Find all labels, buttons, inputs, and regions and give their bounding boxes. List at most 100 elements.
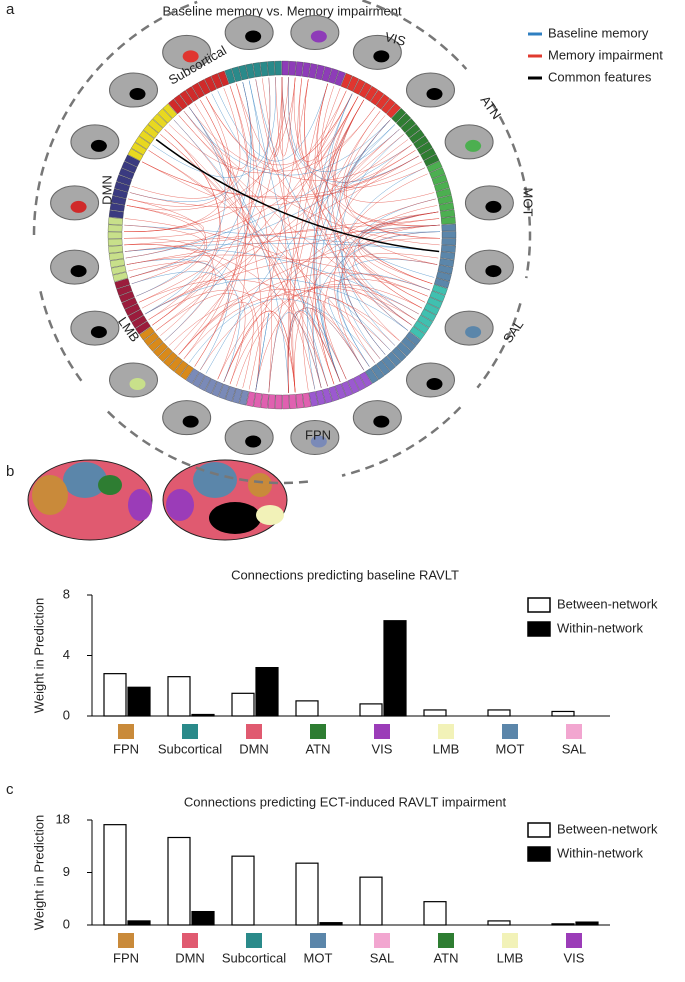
x-tick-label: MOT	[304, 950, 333, 965]
chord	[131, 88, 241, 199]
ring-segment	[295, 393, 304, 409]
ring-segment	[131, 142, 147, 156]
ring-segment	[409, 326, 426, 340]
ring-segment	[341, 381, 353, 397]
ring-segment	[401, 336, 417, 352]
ring-segment	[163, 351, 178, 367]
ring-segment	[396, 113, 412, 128]
chord	[124, 244, 260, 391]
ring-segment	[334, 383, 347, 400]
bar	[295, 862, 319, 926]
ring-segment	[108, 217, 123, 226]
brain-region	[310, 435, 327, 448]
chord	[313, 99, 365, 385]
y-tick-label: 0	[63, 707, 70, 722]
ring-segment	[315, 64, 325, 81]
ring-segment	[211, 73, 223, 89]
chord	[160, 134, 322, 389]
ring-segment	[346, 75, 360, 92]
ring-segment	[245, 63, 255, 79]
ring-segment	[301, 62, 311, 78]
network-arc	[105, 409, 309, 485]
chord	[183, 111, 365, 371]
category-swatch	[438, 724, 454, 739]
chord	[126, 259, 229, 371]
ring-segment	[321, 66, 332, 82]
ring-segment	[143, 124, 159, 139]
chord	[178, 272, 431, 355]
ring-segment	[114, 278, 130, 289]
ring-segment	[109, 258, 125, 268]
ring-segment	[162, 103, 178, 119]
chord	[223, 211, 439, 382]
ring-segment	[396, 341, 412, 357]
network-arc	[476, 303, 522, 389]
brain-region	[310, 30, 327, 43]
legend-swatch	[527, 621, 551, 637]
chord	[124, 211, 439, 252]
ring-segment	[112, 271, 129, 282]
chord	[332, 99, 412, 326]
chord	[148, 289, 296, 393]
ring-segment	[274, 60, 282, 76]
ring-segment	[386, 103, 401, 119]
brain-region	[373, 50, 390, 63]
ring-segment	[308, 63, 318, 79]
chord-common	[155, 138, 440, 253]
ring-segment	[118, 291, 135, 303]
chord	[336, 273, 431, 367]
chord	[178, 115, 416, 320]
bar	[551, 923, 575, 926]
chord	[131, 271, 241, 382]
ring-segment	[231, 66, 242, 82]
ring-segment	[224, 68, 236, 85]
ring-segment	[267, 394, 276, 409]
ring-segment	[168, 98, 183, 115]
ring-segment	[121, 297, 138, 310]
chord	[124, 218, 440, 246]
ring-segment	[441, 244, 456, 253]
ring-segment	[135, 320, 151, 335]
chord	[123, 205, 204, 239]
x-tick-label: MOT	[496, 741, 525, 756]
ring-segment	[131, 315, 148, 329]
ring-segment	[352, 78, 366, 95]
brain-region	[245, 435, 262, 448]
chord	[255, 278, 428, 391]
ring-segment	[116, 174, 132, 186]
ring-segment	[204, 76, 217, 92]
chord	[178, 76, 283, 355]
bar	[359, 876, 383, 926]
ring-segment	[260, 61, 269, 77]
brain-region	[90, 326, 107, 339]
bar	[191, 713, 215, 717]
ring-segment	[111, 265, 127, 275]
ring-segment	[436, 271, 452, 282]
ring-segment	[118, 167, 135, 180]
chord	[248, 79, 309, 390]
chord	[358, 211, 439, 285]
ring-segment	[114, 181, 130, 193]
x-tick-label: LMB	[497, 950, 524, 965]
ring-segment	[340, 73, 353, 89]
chord	[168, 288, 400, 346]
chord	[211, 80, 260, 162]
legend-label: Memory impairment	[548, 47, 663, 62]
chord	[344, 115, 441, 239]
ring-segment	[138, 130, 155, 144]
bar	[551, 710, 575, 717]
x-tick-label: VIS	[372, 741, 393, 756]
ring-segment	[381, 98, 396, 114]
ring-segment	[185, 368, 200, 385]
ring-segment	[302, 392, 312, 408]
ring-segment	[108, 252, 124, 261]
x-tick-label: DMN	[239, 741, 269, 756]
chord	[183, 294, 391, 359]
ring-segment	[174, 360, 189, 377]
ring-segment	[435, 188, 452, 199]
category-swatch	[118, 933, 134, 948]
category-swatch	[502, 933, 518, 948]
chord	[188, 107, 376, 172]
chord	[178, 301, 254, 389]
ring-segment	[110, 195, 127, 206]
